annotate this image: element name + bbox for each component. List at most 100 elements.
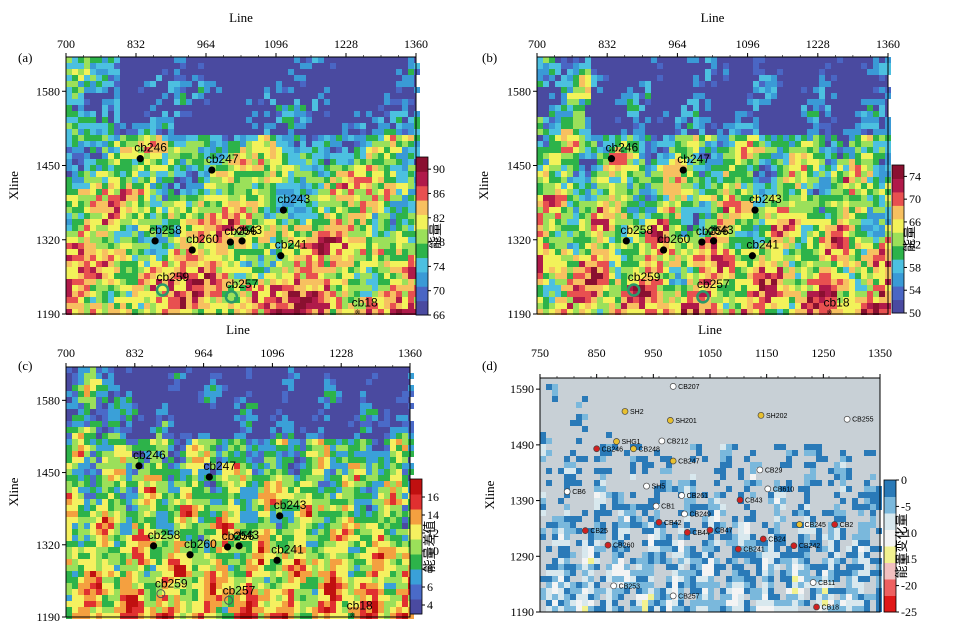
heatmap-cell <box>126 225 132 231</box>
heatmap-cell <box>573 297 579 303</box>
heatmap-cell <box>138 135 144 141</box>
heatmap-cell <box>591 165 597 171</box>
heatmap-cell <box>240 421 246 427</box>
heatmap-cell <box>180 303 186 309</box>
heatmap-cell <box>819 255 825 261</box>
heatmap-cell <box>246 421 252 427</box>
heatmap-cell <box>120 481 126 487</box>
heatmap-cell <box>567 297 573 303</box>
heatmap-cell <box>300 249 306 255</box>
heatmap-cell <box>729 141 735 147</box>
heatmap-cell <box>759 309 765 315</box>
heatmap-cell <box>366 243 372 249</box>
heatmap-cell <box>408 439 414 445</box>
heatmap-cell <box>312 487 318 493</box>
heatmap-cell <box>120 195 126 201</box>
heatmap-cell <box>120 397 126 403</box>
heatmap-cell <box>282 141 288 147</box>
heatmap-cell <box>390 273 396 279</box>
heatmap-cell <box>879 297 885 303</box>
heatmap-cell <box>192 285 198 291</box>
heatmap-cell <box>384 457 390 463</box>
colorbar-segment <box>416 157 428 172</box>
heatmap-cell <box>561 147 567 153</box>
heatmap-cell <box>372 147 378 153</box>
heatmap-cell <box>324 183 330 189</box>
heatmap-cell <box>729 201 735 207</box>
heatmap-cell <box>681 219 687 225</box>
heatmap-cell <box>102 379 108 385</box>
heatmap-cell <box>390 261 396 267</box>
heatmap-cell <box>783 219 789 225</box>
heatmap-cell <box>222 201 228 207</box>
heatmap-cell <box>681 183 687 189</box>
heatmap-cell <box>408 189 414 195</box>
heatmap-cell <box>621 99 627 105</box>
heatmap-cell <box>114 219 120 225</box>
heatmap-cell <box>861 159 867 165</box>
colorbar-segment <box>892 232 904 247</box>
heatmap-cell <box>837 261 843 267</box>
heatmap-cell <box>264 463 270 469</box>
heatmap-cell <box>561 177 567 183</box>
heatmap-cell <box>252 165 258 171</box>
heatmap-cell <box>675 201 681 207</box>
heatmap-cell <box>300 267 306 273</box>
heatmap-cell <box>663 273 669 279</box>
heatmap-cell <box>342 219 348 225</box>
heatmap-cell <box>228 439 234 445</box>
heatmap-cell <box>204 451 210 457</box>
heatmap-cell <box>849 141 855 147</box>
heatmap-cell <box>72 291 78 297</box>
heatmap-cell <box>84 117 90 123</box>
heatmap-cell <box>84 123 90 129</box>
heatmap-cell <box>264 171 270 177</box>
heatmap-cell <box>342 285 348 291</box>
heatmap-cell <box>591 225 597 231</box>
heatmap-cell <box>78 195 84 201</box>
heatmap-cell <box>114 231 120 237</box>
heatmap-cell <box>681 285 687 291</box>
heatmap-cell <box>66 255 72 261</box>
heatmap-cell <box>573 261 579 267</box>
heatmap-cell <box>180 171 186 177</box>
heatmap-cell <box>180 153 186 159</box>
heatmap-cell <box>567 213 573 219</box>
heatmap-cell <box>741 261 747 267</box>
colorbar-segment <box>892 218 904 233</box>
heatmap-cell <box>186 183 192 189</box>
heatmap-cell <box>270 237 276 243</box>
heatmap-cell <box>294 291 300 297</box>
heatmap-cell <box>603 165 609 171</box>
heatmap-cell <box>807 201 813 207</box>
heatmap-cell <box>378 231 384 237</box>
heatmap-cell <box>555 141 561 147</box>
heatmap-cell <box>378 177 384 183</box>
heatmap-cell <box>186 201 192 207</box>
heatmap-cell <box>150 177 156 183</box>
heatmap-cell <box>861 273 867 279</box>
heatmap-cell <box>210 225 216 231</box>
heatmap-cell <box>102 129 108 135</box>
heatmap-cell <box>336 249 342 255</box>
heatmap-cell <box>735 231 741 237</box>
heatmap-cell <box>681 225 687 231</box>
heatmap-cell <box>234 195 240 201</box>
heatmap-cell <box>114 177 120 183</box>
well-label: cb243 <box>749 192 782 206</box>
heatmap-cell <box>348 273 354 279</box>
heatmap-cell <box>72 129 78 135</box>
heatmap-cell <box>861 207 867 213</box>
heatmap-cell <box>282 189 288 195</box>
heatmap-cell <box>102 231 108 237</box>
heatmap-cell <box>102 111 108 117</box>
heatmap-cell <box>114 237 120 243</box>
heatmap-cell <box>384 451 390 457</box>
heatmap-cell <box>609 189 615 195</box>
heatmap-cell <box>270 445 276 451</box>
heatmap-cell <box>591 273 597 279</box>
heatmap-cell <box>228 177 234 183</box>
heatmap-cell <box>402 267 408 273</box>
heatmap-cell <box>378 469 384 475</box>
heatmap-cell <box>276 219 282 225</box>
